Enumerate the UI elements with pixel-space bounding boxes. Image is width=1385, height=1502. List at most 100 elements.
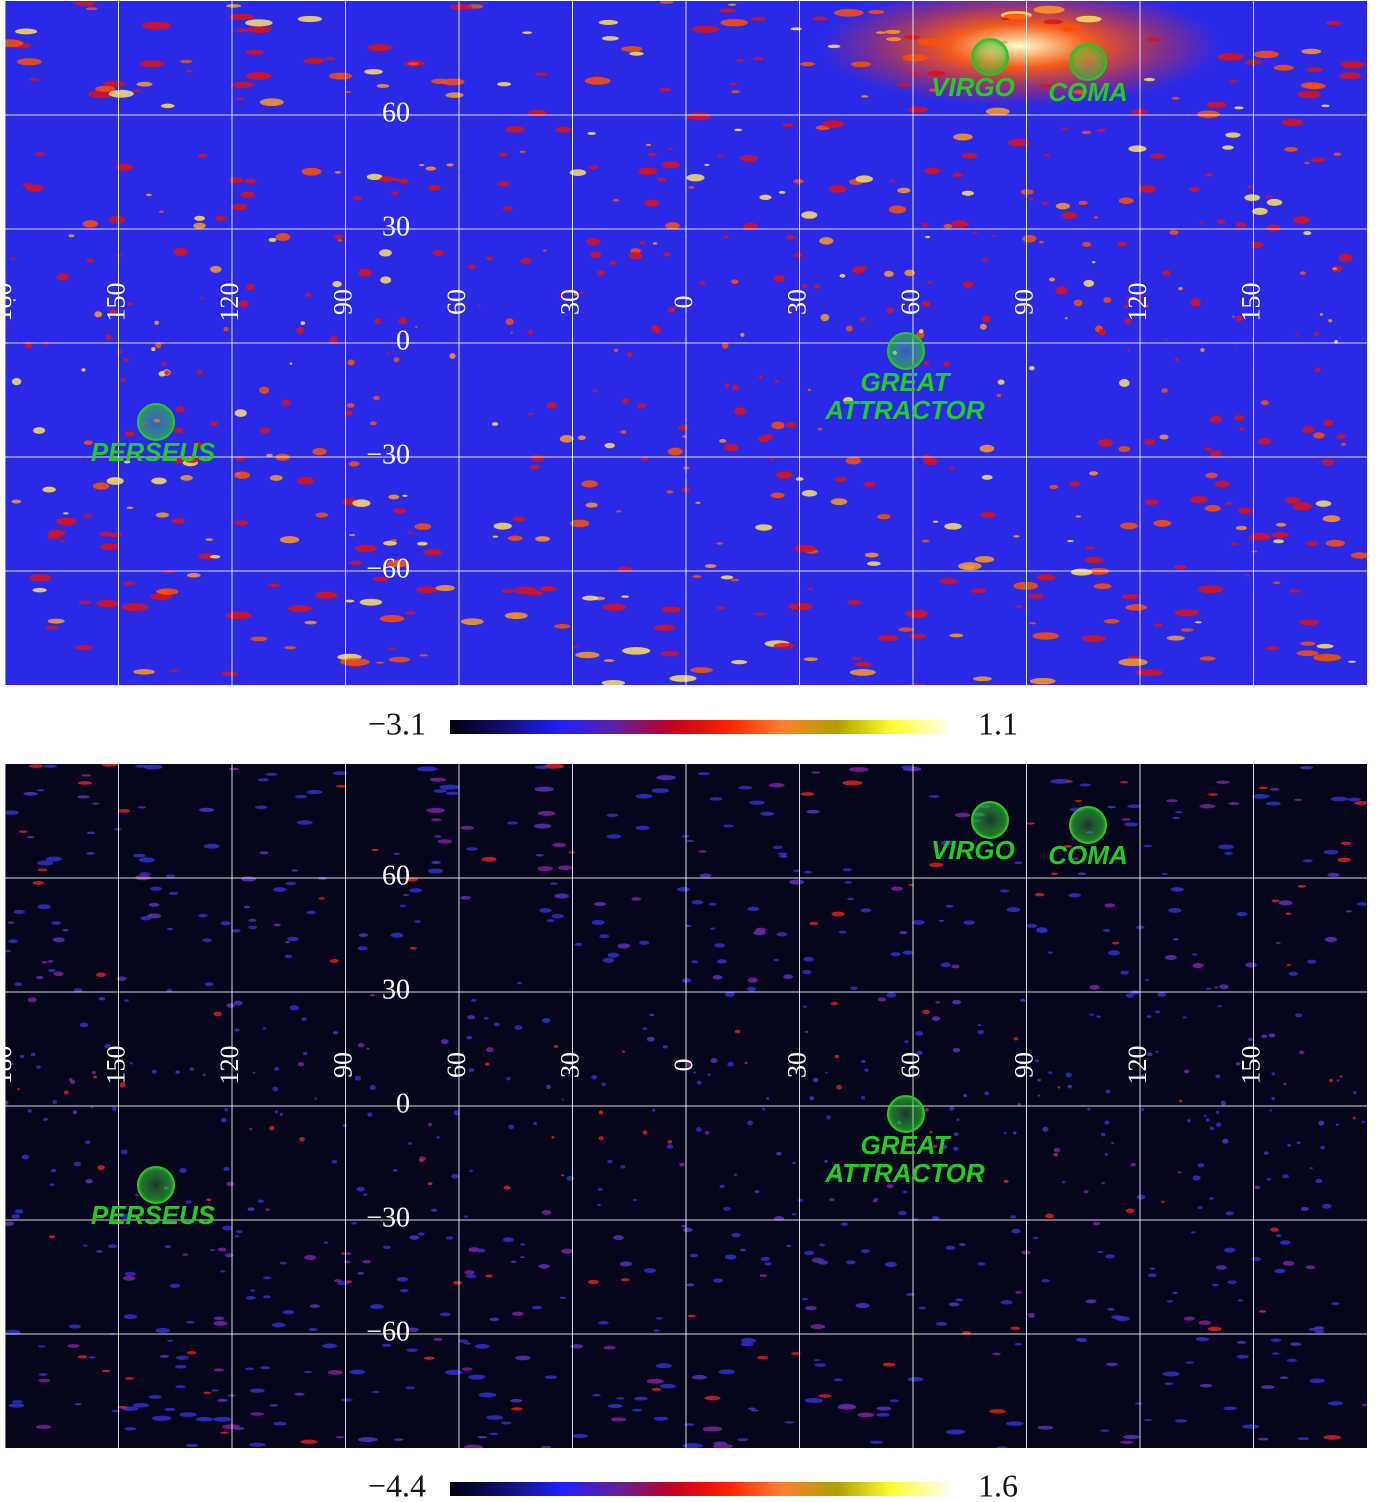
texture-dot [1037, 1094, 1041, 1097]
texture-dot [1043, 19, 1063, 25]
lon-tick-label: 90 [328, 1052, 357, 1078]
texture-dot [1328, 319, 1333, 323]
texture-dot [266, 453, 273, 457]
texture-dot [872, 1199, 878, 1203]
texture-dot [1280, 1240, 1291, 1246]
texture-dot [1111, 1141, 1115, 1145]
texture-dot [485, 1274, 493, 1278]
texture-dot [691, 960, 699, 964]
texture-dot [550, 882, 558, 885]
texture-dot [322, 1343, 338, 1349]
texture-dot [314, 591, 338, 599]
texture-dot [1313, 331, 1319, 337]
texture-dot [502, 206, 513, 211]
texture-dot [719, 439, 727, 443]
texture-dot [213, 1011, 222, 1017]
texture-dot [1033, 5, 1065, 14]
texture-dot [1205, 1118, 1210, 1122]
texture-dot [736, 59, 745, 62]
texture-dot [297, 1061, 304, 1067]
texture-dot [781, 123, 794, 128]
texture-dot [363, 1193, 368, 1196]
texture-dot [96, 972, 106, 978]
texture-dot [1146, 37, 1161, 42]
texture-dot [1153, 519, 1172, 527]
lon-tick-label: 180 [0, 282, 17, 321]
texture-dot [172, 457, 185, 464]
texture-dot [306, 789, 323, 795]
texture-dot [1000, 1300, 1013, 1305]
cluster-marker [1069, 806, 1107, 844]
texture-dot [72, 1110, 77, 1115]
texture-dot [74, 1403, 82, 1406]
texture-dot [963, 920, 975, 925]
texture-dot [1337, 857, 1351, 862]
texture-dot [766, 1097, 770, 1101]
texture-dot [961, 190, 974, 196]
texture-dot [747, 1407, 756, 1410]
texture-dot [123, 460, 131, 464]
texture-dot [151, 477, 167, 485]
texture-dot [719, 8, 736, 13]
texture-dot [822, 120, 845, 129]
texture-dot [861, 95, 869, 98]
texture-dot [1300, 641, 1316, 646]
texture-dot [358, 933, 369, 938]
texture-dot [304, 1254, 317, 1261]
texture-dot [614, 348, 619, 353]
texture-dot [621, 398, 630, 404]
texture-dot [309, 1304, 320, 1308]
texture-dot [151, 1415, 172, 1421]
texture-dot [1177, 1171, 1182, 1174]
texture-dot [1061, 1181, 1066, 1184]
texture-dot [1003, 13, 1030, 21]
texture-dot [410, 946, 417, 950]
texture-dot [982, 315, 991, 323]
texture-dot [1128, 655, 1139, 659]
texture-dot [1174, 565, 1187, 570]
texture-dot [907, 1376, 924, 1382]
texture-dot [369, 1084, 376, 1091]
lon-tick-label: 0 [669, 295, 698, 308]
texture-dot [791, 1352, 801, 1356]
texture-dot [1234, 347, 1237, 350]
texture-dot [393, 1438, 404, 1441]
texture-dot [877, 513, 891, 520]
texture-dot [1231, 542, 1239, 546]
texture-dot [606, 813, 619, 818]
lon-tick-label: 90 [1009, 1052, 1038, 1078]
texture-dot [125, 1377, 134, 1380]
texture-dot [687, 1314, 696, 1318]
texture-dot [904, 35, 920, 40]
texture-dot [764, 1262, 772, 1266]
texture-dot [1309, 1378, 1325, 1384]
texture-dot [362, 1260, 371, 1264]
texture-dot [133, 853, 146, 858]
texture-dot [48, 968, 56, 973]
texture-dot [839, 274, 846, 278]
texture-dot [354, 544, 377, 553]
texture-dot [124, 1427, 137, 1431]
texture-dot [82, 220, 98, 228]
texture-dot [234, 471, 251, 479]
texture-dot [466, 1035, 473, 1040]
texture-dot [43, 1117, 47, 1121]
texture-dot [636, 403, 646, 409]
texture-dot [730, 578, 739, 582]
texture-dot [737, 1438, 749, 1441]
lon-tick-label: 30 [555, 1052, 584, 1078]
texture-dot [613, 1235, 624, 1241]
texture-dot [1053, 1153, 1058, 1157]
texture-dot [193, 222, 206, 229]
texture-dot [182, 1253, 189, 1256]
texture-dot [704, 1131, 710, 1135]
texture-dot [179, 1412, 197, 1417]
texture-dot [167, 1339, 174, 1342]
texture-dot [148, 902, 160, 907]
texture-dot [643, 1268, 656, 1274]
texture-dot [758, 436, 769, 443]
texture-dot [561, 1098, 564, 1101]
texture-dot [1218, 844, 1234, 850]
texture-dot [1276, 1234, 1282, 1237]
texture-dot [612, 198, 619, 202]
